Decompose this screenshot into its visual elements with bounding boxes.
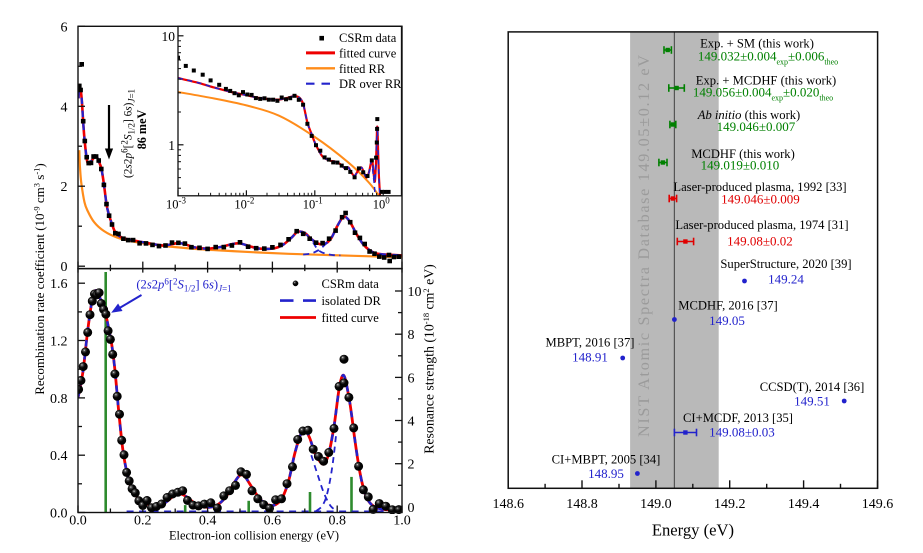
svg-text:148.8: 148.8	[566, 497, 598, 512]
svg-text:CSRm data: CSRm data	[339, 31, 397, 45]
svg-text:Recombination rate coefficient: Recombination rate coefficient (10-9 cm3…	[32, 163, 48, 395]
svg-text:10: 10	[408, 285, 422, 300]
svg-text:SuperStructure, 2020 [39]: SuperStructure, 2020 [39]	[720, 257, 851, 271]
svg-text:CI+MCDF, 2013 [35]: CI+MCDF, 2013 [35]	[683, 411, 793, 425]
svg-text:149.08±0.02: 149.08±0.02	[727, 233, 793, 248]
svg-text:10: 10	[162, 29, 176, 44]
svg-text:Electron-ion collision energy: Electron-ion collision energy (eV)	[169, 529, 339, 543]
svg-text:0.4: 0.4	[50, 449, 68, 464]
svg-text:Exp. + MCDHF (this work): Exp. + MCDHF (this work)	[696, 74, 836, 88]
svg-text:Exp. + SM (this work): Exp. + SM (this work)	[700, 36, 814, 50]
svg-text:149.6: 149.6	[862, 497, 894, 512]
svg-text:NIST Atomic Spectra Database: NIST Atomic Spectra Database 149.05±0.12…	[635, 55, 653, 437]
svg-text:Resonance strength (10-18 cm2: Resonance strength (10-18 cm2 eV)	[421, 264, 438, 454]
svg-text:CSRm data: CSRm data	[322, 277, 380, 291]
svg-text:fitted curve: fitted curve	[339, 46, 397, 60]
svg-text:149.05: 149.05	[709, 313, 745, 328]
svg-text:MCDHF, 2016 [37]: MCDHF, 2016 [37]	[678, 299, 777, 313]
svg-text:8: 8	[408, 328, 415, 343]
svg-text:1.6: 1.6	[50, 277, 68, 292]
svg-text:149.2: 149.2	[714, 497, 746, 512]
svg-text:fitted curve: fitted curve	[322, 311, 380, 325]
svg-text:4: 4	[61, 100, 68, 115]
svg-text:149.046±0.007: 149.046±0.007	[717, 119, 796, 134]
svg-text:149.51: 149.51	[794, 393, 830, 408]
svg-text:149.019±0.010: 149.019±0.010	[701, 157, 780, 172]
svg-text:Energy (eV): Energy (eV)	[652, 521, 734, 540]
svg-text:6: 6	[408, 371, 415, 386]
svg-text:MBPT, 2016 [37]: MBPT, 2016 [37]	[546, 336, 635, 350]
svg-text:148.91: 148.91	[572, 349, 608, 364]
svg-text:0.8: 0.8	[50, 392, 68, 407]
svg-text:0.8: 0.8	[328, 514, 346, 529]
svg-text:isolated DR: isolated DR	[322, 294, 382, 308]
svg-text:149.08±0.03: 149.08±0.03	[709, 425, 775, 440]
svg-text:0: 0	[61, 260, 68, 275]
svg-text:1.2: 1.2	[50, 335, 68, 350]
svg-text:0: 0	[408, 501, 415, 516]
svg-text:149.032±0.004exp±0.006theo: 149.032±0.004exp±0.006theo	[698, 49, 838, 67]
svg-text:(2s2p6[2S1/2] 6s)J=1: (2s2p6[2S1/2] 6s)J=1	[136, 277, 231, 294]
svg-text:149.24: 149.24	[768, 272, 804, 287]
svg-text:DR over RR: DR over RR	[339, 77, 402, 91]
svg-text:0.6: 0.6	[264, 514, 282, 529]
svg-text:86 meV: 86 meV	[135, 110, 149, 150]
svg-text:Laser-produced plasma, 1992 [3: Laser-produced plasma, 1992 [33]	[673, 180, 846, 194]
svg-text:149.4: 149.4	[788, 497, 820, 512]
svg-text:4: 4	[408, 415, 415, 430]
svg-text:1: 1	[168, 138, 175, 153]
svg-text:MCDHF (this work): MCDHF (this work)	[691, 147, 795, 161]
svg-text:0.4: 0.4	[199, 514, 217, 529]
svg-text:2: 2	[61, 180, 68, 195]
svg-text:Ab initio (this work): Ab initio (this work)	[697, 108, 801, 122]
svg-text:148.95: 148.95	[588, 466, 624, 481]
svg-text:0.0: 0.0	[50, 507, 68, 522]
svg-text:(2s2p6[2S1/2] 6s)J=1: (2s2p6[2S1/2] 6s)J=1	[120, 89, 137, 178]
svg-text:0.0: 0.0	[69, 514, 87, 529]
svg-text:149.046±0.009: 149.046±0.009	[721, 192, 800, 207]
svg-text:fitted RR: fitted RR	[339, 62, 386, 76]
svg-text:2: 2	[408, 458, 415, 473]
svg-text:CCSD(T), 2014 [36]: CCSD(T), 2014 [36]	[760, 380, 865, 394]
svg-text:148.6: 148.6	[492, 497, 524, 512]
svg-text:149.056±0.004exp±0.020theo: 149.056±0.004exp±0.020theo	[693, 85, 833, 103]
svg-text:Laser-produced plasma, 1974 [3: Laser-produced plasma, 1974 [31]	[675, 218, 848, 232]
svg-text:CI+MBPT, 2005 [34]: CI+MBPT, 2005 [34]	[552, 453, 661, 467]
svg-text:149.0: 149.0	[640, 497, 672, 512]
svg-text:0.2: 0.2	[134, 514, 152, 529]
svg-text:6: 6	[61, 20, 68, 35]
svg-text:1.0: 1.0	[393, 514, 411, 529]
